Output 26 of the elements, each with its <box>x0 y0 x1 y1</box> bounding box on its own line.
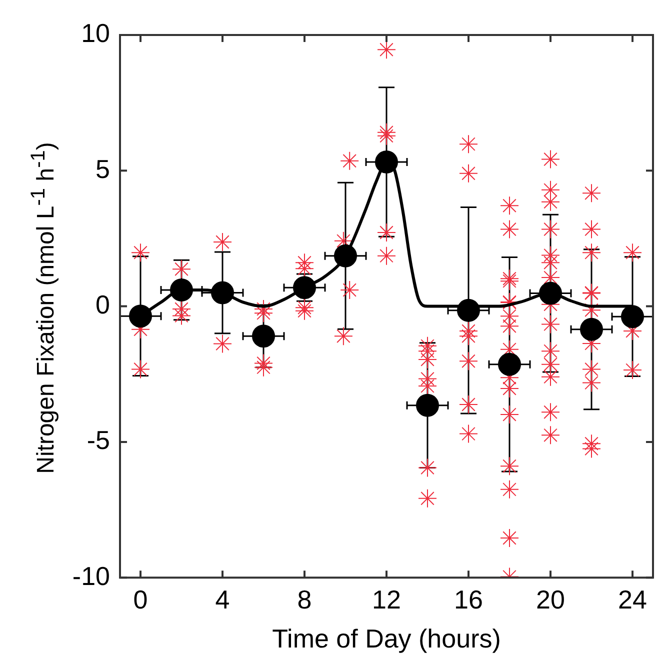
point <box>498 352 521 376</box>
point <box>375 150 398 174</box>
point <box>621 305 644 328</box>
point <box>129 304 152 328</box>
point <box>252 324 275 348</box>
point <box>416 394 439 417</box>
point <box>211 281 234 304</box>
x-axis-title: Time of Day (hours) <box>272 624 501 654</box>
y-tick-label: -5 <box>86 425 110 456</box>
y-tick-label: 10 <box>81 18 110 48</box>
x-tick-label: 24 <box>618 584 647 614</box>
y-tick-label: 5 <box>96 154 110 184</box>
y-tick-label: 0 <box>96 289 110 320</box>
x-tick-label: 8 <box>297 584 312 614</box>
x-tick-label: 20 <box>536 584 565 614</box>
point <box>293 276 316 300</box>
y-tick-label: -10 <box>72 560 110 591</box>
x-tick-label: 12 <box>372 584 401 614</box>
point <box>457 298 480 322</box>
point <box>170 278 193 302</box>
x-tick-label: 16 <box>454 584 483 614</box>
point <box>334 244 357 268</box>
point <box>539 282 562 305</box>
x-tick-label: 4 <box>215 584 230 614</box>
x-tick-label: 0 <box>133 584 148 614</box>
point <box>580 318 603 341</box>
